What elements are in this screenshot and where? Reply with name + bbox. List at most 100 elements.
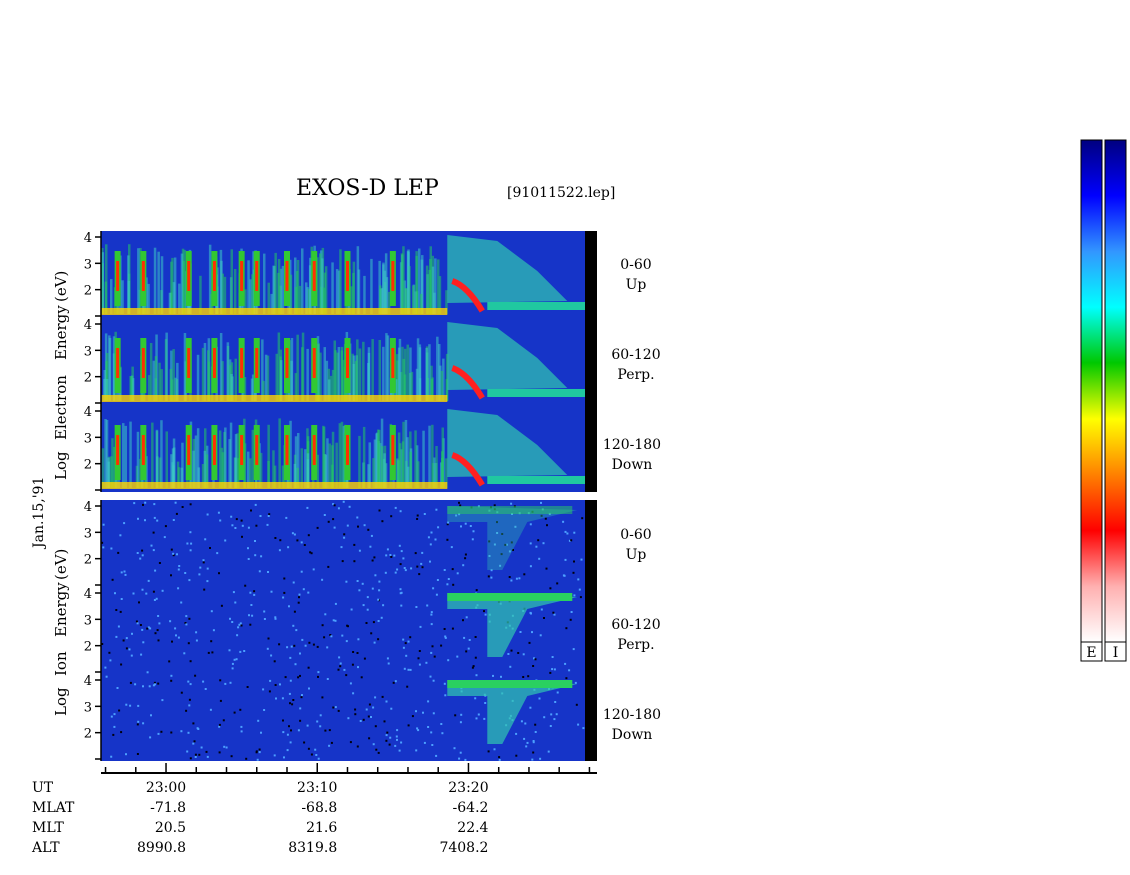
noise-pixel: [323, 514, 326, 516]
noise-pixel: [519, 631, 522, 633]
noise-pixel: [523, 573, 526, 576]
spectrum-stripe: [378, 340, 381, 401]
noise-pixel: [233, 711, 236, 714]
burst-red: [391, 348, 395, 378]
noise-pixel: [231, 621, 234, 623]
noise-pixel: [230, 515, 233, 518]
y-tick-label: 2: [84, 553, 92, 568]
noise-pixel: [204, 538, 207, 541]
noise-pixel: [125, 753, 127, 756]
noise-pixel: [441, 732, 444, 735]
electron-axis-label-species: Electron: [52, 375, 70, 440]
noise-pixel: [185, 709, 188, 712]
noise-pixel: [553, 718, 556, 721]
noise-pixel: [321, 696, 324, 699]
noise-pixel: [333, 526, 336, 529]
noise-pixel: [223, 745, 226, 748]
noise-pixel: [287, 546, 290, 549]
noise-pixel: [136, 552, 139, 554]
spectrum-stripe: [372, 458, 375, 488]
spectrum-stripe: [270, 293, 273, 314]
burst-red: [212, 348, 216, 378]
y-tick-label: 3: [84, 700, 92, 715]
noise-pixel: [372, 743, 375, 746]
noise-pixel: [430, 611, 433, 614]
noise-pixel: [493, 504, 496, 507]
burst-red: [312, 348, 316, 378]
spectrum-stripe: [436, 336, 439, 401]
noise-pixel: [467, 647, 470, 650]
noise-pixel: [475, 674, 478, 677]
colorbar-label-box: [1080, 641, 1103, 662]
noise-pixel: [128, 648, 131, 651]
spectrum-stripe: [414, 430, 417, 488]
noise-pixel: [386, 657, 389, 660]
spectrum-stripe: [113, 447, 116, 488]
noise-pixel: [202, 561, 205, 564]
noise-pixel: [137, 517, 139, 520]
spectrum-stripe: [328, 379, 331, 401]
y-tick-label: 3: [84, 344, 92, 359]
noise-pixel: [406, 685, 409, 688]
noise-pixel: [510, 579, 513, 582]
spectrum-stripe: [224, 427, 227, 488]
noise-pixel: [194, 756, 197, 758]
noise-pixel: [418, 650, 421, 652]
noise-pixel: [535, 545, 538, 548]
noise-pixel: [403, 667, 406, 670]
spectrum-stripe: [147, 375, 151, 401]
noise-pixel: [562, 520, 565, 523]
noise-pixel: [417, 729, 420, 732]
spectrum-stripe: [174, 377, 177, 401]
noise-pixel: [241, 524, 244, 527]
spectrum-stripe: [298, 285, 302, 314]
noise-pixel: [192, 742, 195, 745]
noise-pixel: [289, 741, 292, 744]
spectrum-stripe: [438, 344, 441, 401]
noise-pixel: [544, 517, 547, 520]
noise-pixel: [529, 565, 532, 568]
noise-pixel: [469, 525, 472, 527]
noise-pixel: [468, 639, 471, 641]
noise-pixel: [370, 534, 373, 537]
noise-pixel: [443, 628, 446, 630]
noise-pixel: [347, 625, 349, 628]
noise-pixel: [365, 708, 368, 711]
spectrum-stripe: [300, 448, 303, 488]
spectrum-stripe: [247, 451, 250, 488]
noise-pixel: [183, 652, 186, 655]
spectrum-stripe: [103, 378, 106, 401]
noise-pixel: [333, 504, 336, 507]
y-tick-label: 2: [84, 458, 92, 473]
noise-pixel: [120, 571, 123, 574]
noise-pixel: [239, 650, 242, 653]
burst-red: [345, 261, 349, 291]
spectrum-stripe: [294, 436, 298, 488]
burst-red: [187, 435, 191, 465]
low-energy-band: [101, 308, 448, 315]
spectrum-stripe: [219, 333, 223, 401]
noise-pixel: [274, 616, 277, 619]
noise-pixel: [267, 637, 270, 640]
noise-pixel: [510, 649, 513, 652]
noise-pixel: [399, 510, 402, 513]
noise-pixel: [289, 679, 292, 682]
noise-pixel: [273, 754, 276, 757]
noise-pixel: [157, 615, 160, 617]
spectrum-stripe: [402, 246, 405, 314]
spectrum-stripe: [196, 428, 200, 488]
noise-pixel: [329, 634, 332, 636]
noise-pixel: [300, 696, 303, 699]
noise-pixel: [189, 549, 192, 552]
noise-pixel: [161, 699, 164, 702]
noise-pixel: [510, 541, 513, 544]
noise-pixel: [568, 669, 571, 672]
spectrum-stripe: [278, 418, 281, 488]
noise-pixel: [551, 656, 554, 658]
spectrum-stripe: [149, 343, 153, 401]
noise-pixel: [475, 717, 478, 720]
noise-pixel: [390, 707, 393, 710]
noise-pixel: [555, 713, 558, 716]
noise-pixel: [299, 707, 302, 710]
spectrum-stripe: [400, 449, 403, 488]
